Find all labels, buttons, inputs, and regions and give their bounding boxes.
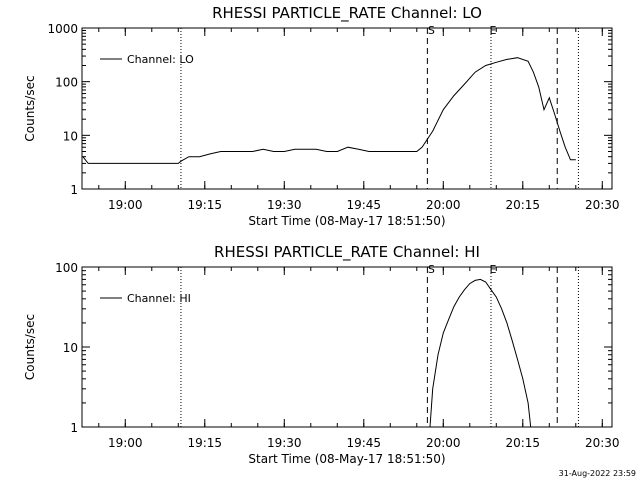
panel-2-x-tick-label: 19:30 [267,436,302,450]
panel-1-y-tick-label: 10 [63,129,78,143]
panel-1-x-tick-label: 20:30 [585,198,620,212]
panel-1-x-axis-label: Start Time (08-May-17 18:51:50) [248,214,445,228]
panel-2-x-tick-label: 19:15 [187,436,222,450]
panel-1-x-tick-label: 20:00 [426,198,461,212]
panel-2-x-tick-label: 20:00 [426,436,461,450]
panel-2-y-tick-label: 100 [55,261,78,275]
panel-1-x-tick-label: 19:45 [346,198,381,212]
panel-1-start-marker-label: S [428,24,435,37]
panel-2-y-tick-label: 10 [63,341,78,355]
panel-2-end-marker-label: E [490,263,497,276]
panel-1-y-axis-label: Counts/sec [23,75,37,141]
panel-1-y-tick-label: 1000 [47,22,78,36]
panel-2-x-tick-label: 19:45 [346,436,381,450]
panel-2-x-tick-label: 19:00 [108,436,143,450]
panel-2-x-tick-label: 20:30 [585,436,620,450]
panel-2-y-axis-label: Counts/sec [23,314,37,380]
panel-1-series-line-1 [82,57,576,164]
panel-2-x-tick-label: 20:15 [505,436,540,450]
panel-2-chart-title: RHESSI PARTICLE_RATE Channel: HI [214,243,480,262]
panel-1-end-marker-label: E [490,24,497,37]
panel-1-plot-frame [81,27,613,190]
panel-1-x-tick-label: 19:00 [108,198,143,212]
panel-1-x-tick-label: 19:15 [187,198,222,212]
panel-2-x-axis-label: Start Time (08-May-17 18:51:50) [248,452,445,466]
panel-1-y-tick-label: 1 [70,183,78,197]
panel-1-legend-label: Channel: LO [127,53,194,66]
panel-2-series-line-1 [429,278,532,428]
panel-2-y-tick-label: 1 [70,421,78,435]
panel-1-x-tick-label: 20:15 [505,198,540,212]
panel-1-x-tick-label: 19:30 [267,198,302,212]
panel-2-plot-frame [81,266,613,428]
panel-1-chart-title: RHESSI PARTICLE_RATE Channel: LO [212,4,482,23]
panel-2-legend-label: Channel: HI [127,292,191,305]
date-stamp: 31-Aug-2022 23:59 [559,469,636,478]
panel-2-start-marker-label: S [428,263,435,276]
panel-1-y-tick-label: 100 [55,76,78,90]
